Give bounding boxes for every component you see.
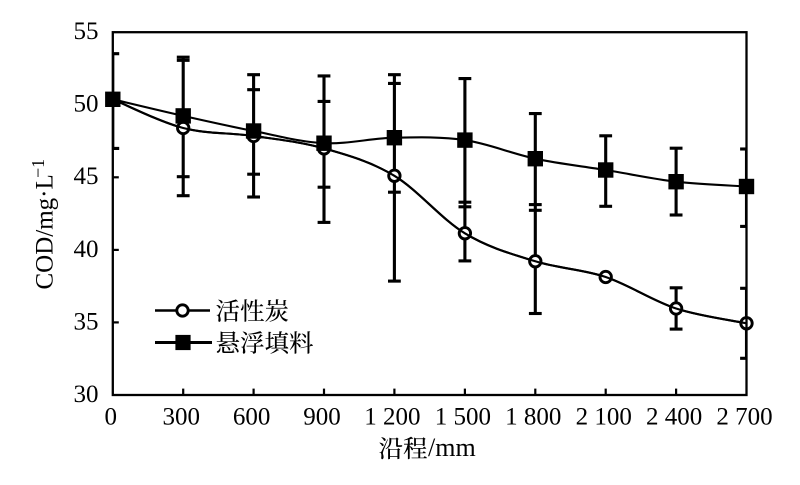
svg-text:2 100: 2 100 [576, 404, 632, 431]
svg-text:2 400: 2 400 [646, 404, 702, 431]
svg-text:600: 600 [233, 404, 271, 431]
svg-text:−1: −1 [28, 159, 48, 178]
svg-text:40: 40 [74, 236, 99, 263]
svg-text:0: 0 [105, 404, 118, 431]
svg-text:COD/mg·L: COD/mg·L [32, 174, 59, 289]
svg-text:900: 900 [303, 404, 341, 431]
svg-text:50: 50 [74, 91, 99, 118]
svg-text:/mm: /mm [428, 433, 476, 462]
svg-text:1 800: 1 800 [505, 404, 561, 431]
svg-text:2 700: 2 700 [716, 404, 772, 431]
svg-text:45: 45 [74, 163, 99, 190]
svg-text:300: 300 [162, 404, 200, 431]
svg-text:35: 35 [74, 308, 99, 335]
svg-text:30: 30 [74, 381, 99, 408]
svg-text:1 500: 1 500 [435, 404, 491, 431]
svg-text:55: 55 [74, 18, 99, 45]
svg-text:1 200: 1 200 [364, 404, 420, 431]
